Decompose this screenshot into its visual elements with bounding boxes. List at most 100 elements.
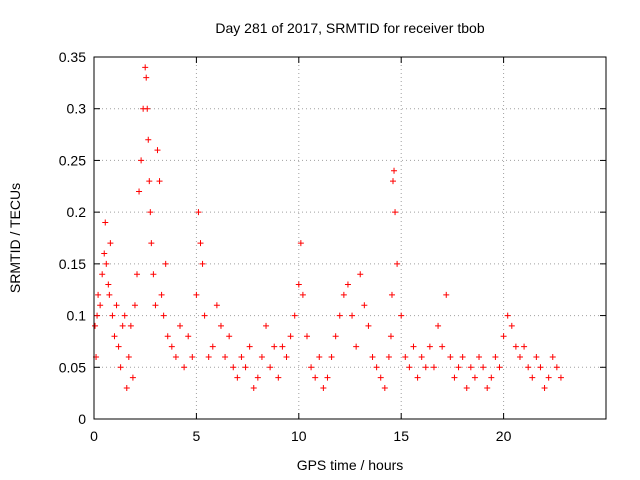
data-point <box>199 260 206 267</box>
data-point <box>105 281 112 288</box>
data-point <box>392 209 399 216</box>
data-point <box>148 240 155 247</box>
data-point <box>226 333 233 340</box>
data-point <box>303 333 310 340</box>
data-point <box>263 322 270 329</box>
data-point <box>488 374 495 381</box>
data-point <box>283 353 290 360</box>
data-point <box>144 105 151 112</box>
data-point <box>287 333 294 340</box>
data-point <box>156 178 163 185</box>
data-point <box>106 291 113 298</box>
data-point <box>158 291 165 298</box>
data-point <box>299 291 306 298</box>
data-point <box>516 353 523 360</box>
data-point <box>459 353 466 360</box>
data-point <box>181 364 188 371</box>
data-point <box>377 374 384 381</box>
data-point <box>553 364 560 371</box>
data-point <box>213 302 220 309</box>
data-point <box>189 353 196 360</box>
data-point <box>447 353 454 360</box>
data-point <box>127 322 134 329</box>
data-point <box>146 178 153 185</box>
data-point <box>504 312 511 319</box>
data-point <box>275 374 282 381</box>
data-point <box>111 333 118 340</box>
x-tick-label: 15 <box>393 428 409 444</box>
data-point <box>136 188 143 195</box>
data-point <box>451 374 458 381</box>
data-point <box>471 374 478 381</box>
data-point <box>143 74 150 81</box>
data-point <box>557 374 564 381</box>
data-point <box>134 271 141 278</box>
data-point <box>193 291 200 298</box>
data-point <box>344 281 351 288</box>
data-point <box>533 353 540 360</box>
data-point <box>291 312 298 319</box>
data-point <box>541 384 548 391</box>
data-point <box>324 374 331 381</box>
data-point <box>463 384 470 391</box>
data-point <box>109 312 116 319</box>
y-tick-label: 0.25 <box>59 152 86 168</box>
data-point <box>361 302 368 309</box>
data-point <box>549 353 556 360</box>
data-point <box>195 209 202 216</box>
data-point <box>398 312 405 319</box>
data-point <box>222 353 229 360</box>
data-point <box>529 374 536 381</box>
y-tick-label: 0 <box>78 411 86 427</box>
data-point <box>492 353 499 360</box>
data-point <box>422 364 429 371</box>
data-point <box>484 384 491 391</box>
data-point <box>521 343 528 350</box>
data-point <box>467 364 474 371</box>
data-point <box>435 322 442 329</box>
data-point <box>113 302 120 309</box>
data-point <box>205 353 212 360</box>
data-point <box>357 271 364 278</box>
x-tick-label: 5 <box>193 428 201 444</box>
data-point <box>234 374 241 381</box>
data-point <box>145 136 152 143</box>
data-point <box>279 343 286 350</box>
chart-title: Day 281 of 2017, SRMTID for receiver tbo… <box>215 20 484 36</box>
data-point <box>381 384 388 391</box>
data-point <box>107 240 114 247</box>
x-tick-label: 0 <box>90 428 98 444</box>
data-point <box>402 353 409 360</box>
data-point <box>328 353 335 360</box>
axis-ticks: 0 0.05 0.1 0.15 0.2 0.25 0.3 0.35 0 5 10 15 20 <box>59 49 606 444</box>
data-point <box>537 364 544 371</box>
data-point <box>267 364 274 371</box>
y-tick-label: 0.3 <box>67 101 87 117</box>
data-point <box>373 364 380 371</box>
data-point <box>97 302 104 309</box>
data-point <box>102 219 109 226</box>
data-point <box>152 302 159 309</box>
data-point <box>131 302 138 309</box>
data-point <box>103 260 110 267</box>
y-tick-label: 0.15 <box>59 256 86 272</box>
data-point <box>119 322 126 329</box>
data-point <box>164 333 171 340</box>
data-point <box>295 281 302 288</box>
y-tick-label: 0.1 <box>67 308 87 324</box>
y-tick-label: 0.2 <box>67 204 87 220</box>
data-point <box>365 322 372 329</box>
data-point <box>94 312 101 319</box>
data-point <box>101 250 108 257</box>
data-point <box>172 353 179 360</box>
data-point <box>418 353 425 360</box>
data-point <box>316 353 323 360</box>
data-point <box>353 343 360 350</box>
data-point <box>125 353 132 360</box>
data-point <box>455 364 462 371</box>
data-point <box>150 271 157 278</box>
data-point <box>525 364 532 371</box>
data-point <box>297 240 304 247</box>
data-point <box>391 167 398 174</box>
